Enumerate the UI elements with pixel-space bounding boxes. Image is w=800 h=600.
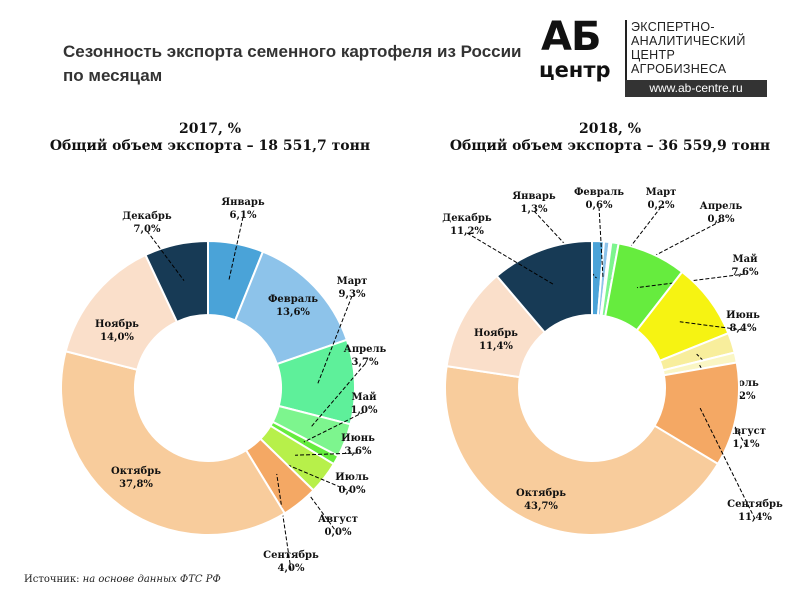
slice-month-label: Ноябрь xyxy=(95,319,139,330)
slice-value-label: 1,0% xyxy=(351,405,378,416)
slice-month-label: Март xyxy=(337,276,368,287)
slice-value-label: 1,3% xyxy=(521,204,548,215)
chart-2017-subtitle: Общий объем экспорта – 18 551,7 тонн xyxy=(49,138,371,154)
slice-month-label: Декабрь xyxy=(122,211,172,222)
slice-month-label: Октябрь xyxy=(111,466,161,477)
donut-slice-10 xyxy=(444,364,720,536)
leader-line xyxy=(146,230,185,281)
logo-url: www.ab-centre.ru xyxy=(625,80,767,97)
slice-value-label: 14,0% xyxy=(100,332,134,343)
slice-value-label: 0,8% xyxy=(708,214,735,225)
slice-month-label: Сентябрь xyxy=(727,499,783,510)
slice-value-label: 6,1% xyxy=(230,210,257,221)
slice-value-label: 4,0% xyxy=(278,563,305,574)
slice-month-label: Март xyxy=(646,187,677,198)
slice-month-label: Август xyxy=(318,514,358,525)
slice-value-label: 3,6% xyxy=(345,446,372,457)
slice-value-label: 8,4% xyxy=(730,323,757,334)
page-title: Сезонность экспорта семенного картофеля … xyxy=(63,42,522,85)
slice-month-label: Май xyxy=(733,254,759,265)
logo-line: АНАЛИТИЧЕСКИЙ xyxy=(631,34,746,48)
slice-value-label: 11,2% xyxy=(450,226,484,237)
slice-month-label: Июнь xyxy=(341,433,375,444)
slice-value-label: 43,7% xyxy=(524,501,558,512)
logo-line: АГРОБИЗНЕСА xyxy=(631,62,727,76)
logo-line: ЦЕНТР xyxy=(631,48,676,62)
logo-centr-word: центр xyxy=(539,58,611,82)
slice-month-label: Январь xyxy=(512,191,556,202)
slice-value-label: 2,2% xyxy=(729,391,756,402)
slice-value-label: 7,6% xyxy=(732,267,759,278)
slice-value-label: 3,7% xyxy=(352,357,379,368)
chart-2017-title: 2017, % xyxy=(178,121,241,137)
slice-value-label: 0,6% xyxy=(586,200,613,211)
logo-ab-mark: АБ xyxy=(541,14,601,60)
slice-value-label: 1,1% xyxy=(733,439,760,450)
leader-line xyxy=(317,295,353,384)
donut-slice-12 xyxy=(495,239,593,334)
slice-month-label: Февраль xyxy=(574,187,624,198)
logo-text-block: ЭКСПЕРТНО- АНАЛИТИЧЕСКИЙ ЦЕНТР АГРОБИЗНЕ… xyxy=(631,20,771,76)
leader-line xyxy=(295,452,359,456)
chart-2018-title: 2018, % xyxy=(578,121,641,137)
source-text: на основе данных ФТС РФ xyxy=(82,574,221,585)
donut-slice-12 xyxy=(144,239,209,324)
ab-centre-logo: АБ центр ЭКСПЕРТНО- АНАЛИТИЧЕСКИЙ ЦЕНТР … xyxy=(537,14,767,98)
slice-month-label: Октябрь xyxy=(516,488,566,499)
slice-value-label: 0,0% xyxy=(325,527,352,538)
slice-month-label: Февраль xyxy=(268,294,318,305)
slice-value-label: 7,0% xyxy=(134,224,161,235)
donut-slice-10 xyxy=(60,350,287,536)
slice-month-label: Июнь xyxy=(726,310,760,321)
leader-line xyxy=(286,464,339,535)
slice-value-label: 13,6% xyxy=(276,307,310,318)
slice-month-label: Май xyxy=(352,392,378,403)
logo-line: ЭКСПЕРТНО- xyxy=(631,20,715,34)
slice-value-label: 0,2% xyxy=(648,200,675,211)
logo-divider xyxy=(625,20,627,82)
source-note: Источник: на основе данных ФТС РФ xyxy=(24,574,221,585)
slice-month-label: Январь xyxy=(221,197,265,208)
leader-line xyxy=(310,363,366,428)
slice-value-label: 0,0% xyxy=(339,485,366,496)
chart-2017-heading: 2017, % Общий объем экспорта – 18 551,7 … xyxy=(40,121,380,155)
leader-line xyxy=(699,364,747,447)
leader-line xyxy=(699,407,756,520)
slice-month-label: Апрель xyxy=(700,201,743,212)
source-label: Источник: xyxy=(24,574,80,585)
slice-month-label: Декабрь xyxy=(442,213,492,224)
slice-month-label: Июль xyxy=(725,378,759,389)
slice-month-label: Апрель xyxy=(344,344,387,355)
slice-value-label: 37,8% xyxy=(119,479,153,490)
leader-line xyxy=(303,411,365,443)
slice-month-label: Август xyxy=(726,426,766,437)
leader-line xyxy=(466,232,555,286)
leader-line xyxy=(276,473,292,571)
leader-line xyxy=(228,216,244,281)
slice-value-label: 11,4% xyxy=(479,341,513,352)
slice-value-label: 9,3% xyxy=(339,289,366,300)
chart-2018-heading: 2018, % Общий объем экспорта – 36 559,9 … xyxy=(440,121,780,155)
slice-month-label: Сентябрь xyxy=(263,550,319,561)
leader-line xyxy=(679,321,744,331)
slice-value-label: 11,4% xyxy=(738,512,772,523)
slice-month-label: Июль xyxy=(335,472,369,483)
chart-2018-subtitle: Общий объем экспорта – 36 559,9 тонн xyxy=(449,138,771,154)
slice-month-label: Ноябрь xyxy=(474,328,518,339)
